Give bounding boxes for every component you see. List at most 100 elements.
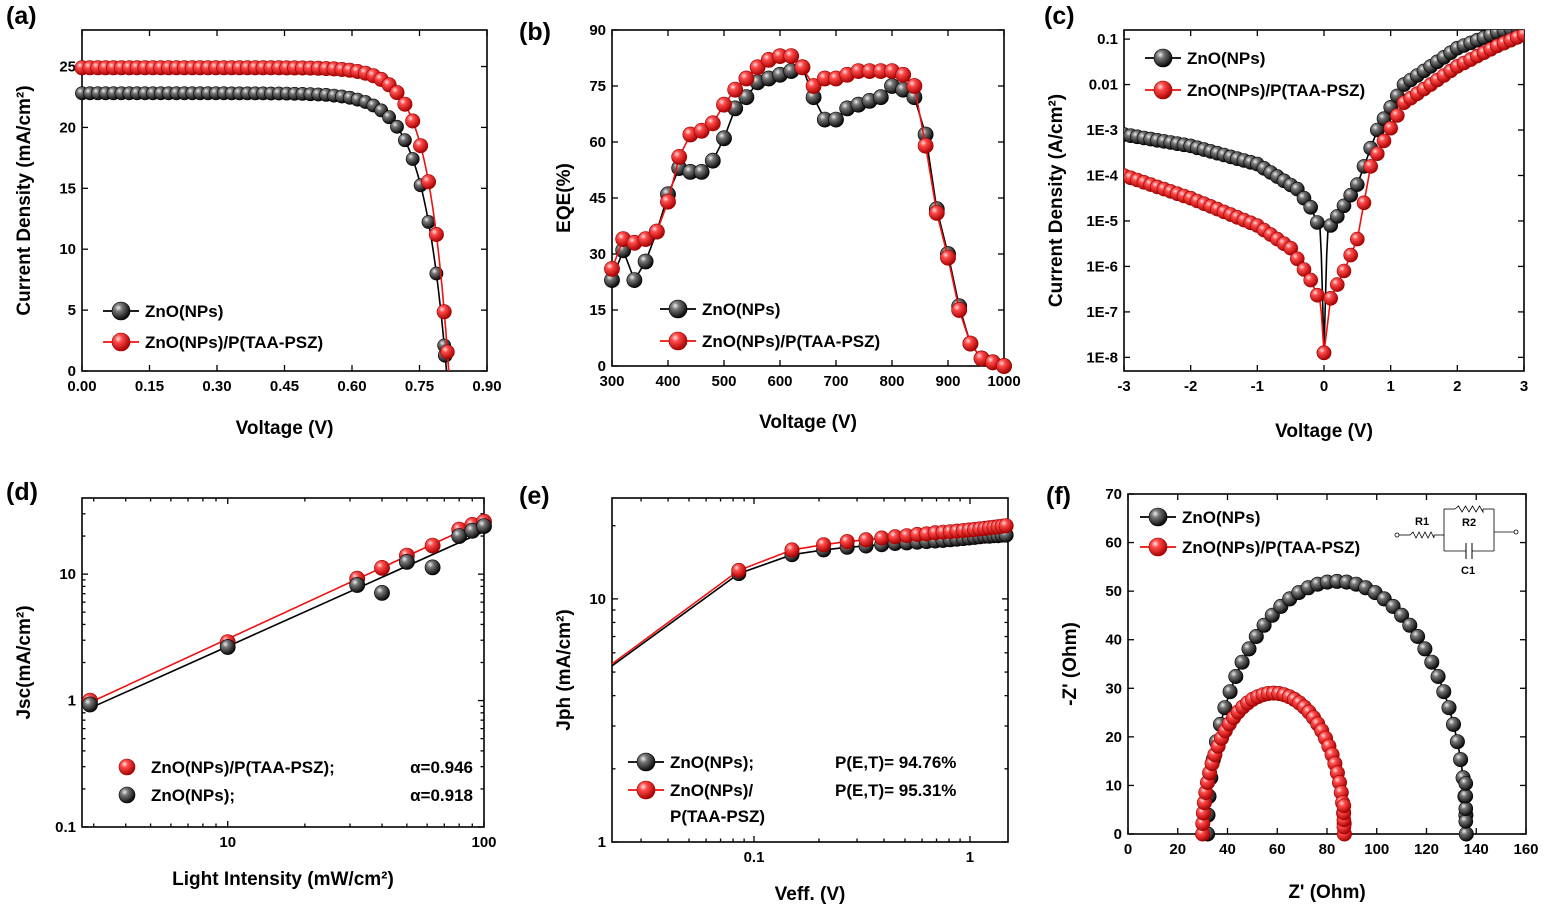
legend-marker (636, 780, 656, 800)
data-point (420, 174, 436, 190)
data-point (374, 585, 390, 601)
data-point (1394, 607, 1410, 623)
y-axis-title: Current Density (A/cm²) (1046, 94, 1067, 307)
y-tick-label: 0 (598, 358, 606, 375)
legend-label: ZnO(NPs)/ (670, 781, 753, 800)
panel-c-data (1124, 30, 1524, 361)
data-point (1343, 247, 1358, 263)
x-tick-label: 0.15 (135, 378, 164, 395)
circuit-label: C1 (1461, 565, 1475, 577)
x-tick-label: 0 (1320, 378, 1328, 395)
data-point (1303, 272, 1318, 288)
data-point (637, 253, 654, 270)
legend-label: ZnO(NPs) (1187, 49, 1265, 68)
circuit-label: R1 (1415, 516, 1429, 528)
data-point (1241, 641, 1257, 657)
data-point (1383, 120, 1398, 136)
legend-label: ZnO(NPs)/P(TAA-PSZ); (151, 758, 335, 777)
y-tick-label: 25 (59, 59, 76, 76)
x-tick-label: 0.75 (405, 378, 434, 395)
x-tick-label: 3 (1520, 378, 1528, 395)
circuit-node (1513, 529, 1519, 535)
legend-marker (1153, 80, 1173, 100)
panel-e: 0.1 1 1 10 Veff. (V) Jph (mA/cm²) (e) ZnO(NPs);… (519, 482, 1014, 905)
y-tick-label: 20 (1105, 729, 1122, 746)
x-tick-label: 0.45 (270, 378, 299, 395)
fit-line (89, 519, 485, 704)
y-tick-label: 75 (589, 78, 606, 95)
legend-label: ZnO(NPs); (151, 786, 235, 805)
data-point (1458, 814, 1474, 829)
x-tick-label: 1 (1386, 378, 1394, 395)
legend-marker (636, 752, 656, 772)
legend-marker (1148, 537, 1168, 557)
y-tick-label: 1E-4 (1086, 167, 1118, 184)
legend-marker (118, 758, 136, 776)
data-point (858, 532, 874, 548)
y-axis-title: EQE(%) (554, 163, 575, 233)
data-point (1316, 345, 1332, 361)
panel-a: 0.00 0.15 0.30 0.45 0.60 0.75 0.90 0 5 10 15 20 25 Vo… (6, 2, 502, 439)
data-point (996, 358, 1012, 374)
x-tick-label: 0 (1124, 841, 1132, 858)
efficiency-label: P(E,T)= 95.31% (835, 781, 956, 800)
data-point (397, 133, 412, 148)
data-point (637, 231, 654, 247)
x-axis-title: Voltage (V) (1275, 421, 1373, 442)
x-tick-label: 400 (655, 373, 680, 390)
panel-label: (d) (6, 478, 38, 506)
x-axis-title: Light Intensity (mW/cm²) (172, 869, 394, 890)
data-point (1323, 290, 1338, 306)
resistor-r1 (1409, 531, 1435, 539)
data-point (1336, 198, 1352, 214)
y-tick-label: 45 (589, 190, 606, 207)
x-tick-label: 60 (1269, 841, 1286, 858)
x-tick-label: 2 (1453, 378, 1461, 395)
data-point (1222, 684, 1238, 700)
y-tick-label: 10 (59, 241, 76, 258)
data-point (1234, 654, 1250, 670)
x-tick-label: 600 (767, 373, 792, 390)
legend-label: ZnO(NPs) (1182, 508, 1260, 527)
y-tick-label: 30 (1105, 680, 1122, 697)
x-tick-label: 1000 (987, 373, 1020, 390)
data-point (626, 272, 643, 288)
legend-label: ZnO(NPs) (702, 300, 780, 319)
data-point (421, 215, 436, 229)
data-point (1350, 177, 1365, 192)
x-tick-label: 160 (1513, 841, 1538, 858)
data-point (1296, 262, 1312, 277)
data-point (390, 119, 404, 134)
data-point (940, 249, 956, 266)
y-tick-label: 1E-6 (1086, 258, 1118, 275)
legend-marker (668, 331, 688, 351)
x-tick-label: -3 (1117, 378, 1130, 395)
panel-label: (a) (6, 2, 37, 30)
panel-label: (c) (1044, 2, 1075, 30)
x-tick-label: 800 (879, 373, 904, 390)
y-tick-label: 1 (68, 693, 76, 710)
data-point (382, 110, 396, 125)
data-point (1441, 700, 1457, 716)
x-axis-title: Veff. (V) (775, 884, 846, 905)
y-tick-label: 40 (1105, 632, 1122, 649)
series-line (611, 66, 1005, 367)
y-tick-label: 30 (589, 246, 606, 263)
data-point (731, 562, 747, 578)
panel-d: 10 100 0.1 1 10 Light Intensity (mW/cm²) Jsc(m… (6, 478, 497, 890)
data-point (874, 530, 890, 546)
efficiency-label: P(E,T)= 94.76% (835, 753, 956, 772)
data-point (716, 130, 732, 147)
data-point (424, 537, 441, 554)
data-point (671, 148, 688, 165)
data-point (1283, 240, 1298, 256)
legend-marker (668, 299, 688, 319)
x-tick-label: 0.1 (744, 849, 765, 866)
data-point (1424, 654, 1440, 670)
panel-f: 0 20 40 60 80 100 120 140 160 0 10 20 30 40 50 60 70 Z' (… (1046, 482, 1539, 903)
data-point (398, 554, 415, 570)
data-point (1390, 108, 1405, 123)
x-axis-title: Z' (Ohm) (1288, 882, 1365, 903)
data-point (440, 344, 455, 360)
data-point (1343, 187, 1358, 203)
